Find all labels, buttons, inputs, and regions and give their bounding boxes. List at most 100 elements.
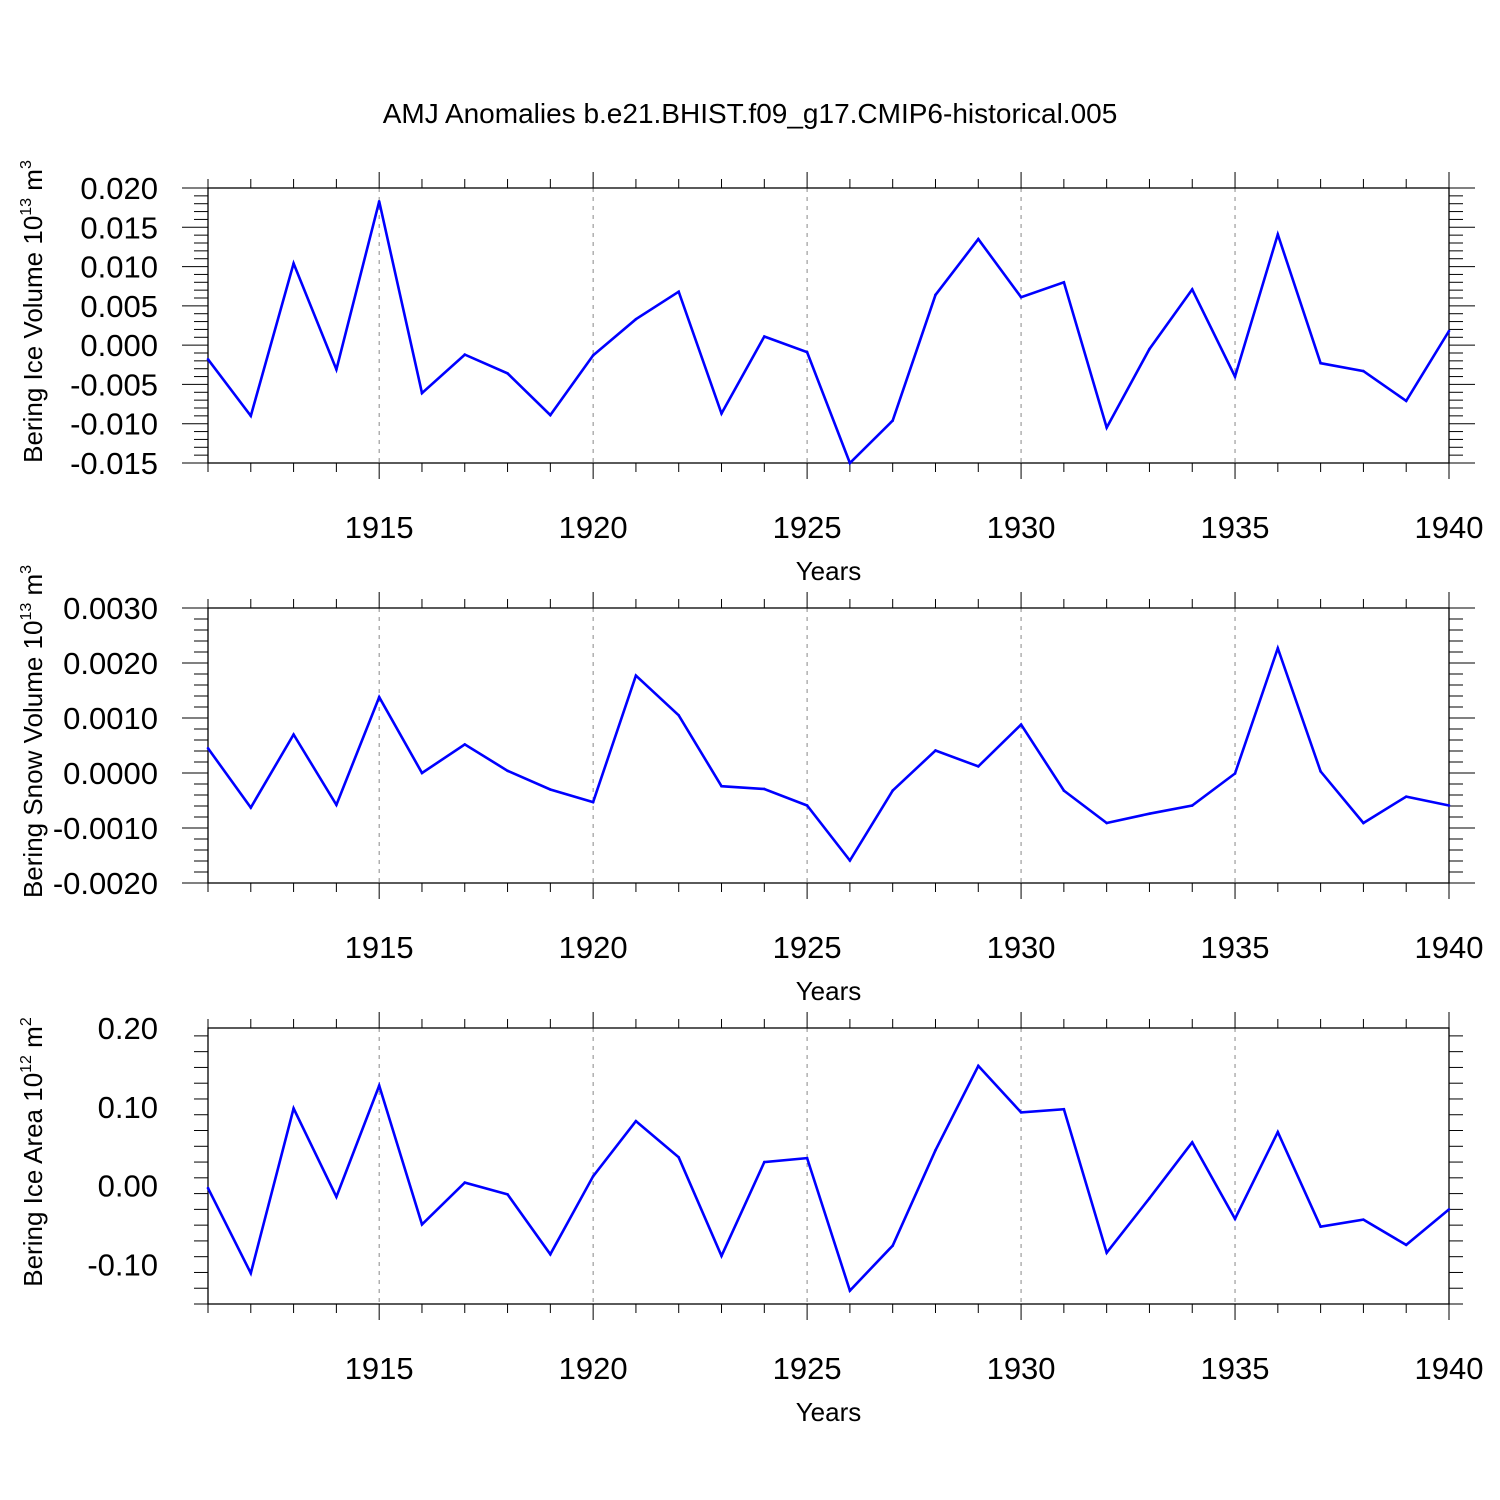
x-tick-label: 1930 bbox=[987, 930, 1056, 965]
data-point bbox=[677, 713, 681, 717]
x-tick-label: 1915 bbox=[345, 510, 414, 545]
data-point bbox=[506, 372, 509, 375]
y-tick-label: 0.020 bbox=[80, 171, 158, 206]
data-point bbox=[891, 789, 894, 792]
data-point bbox=[1404, 399, 1408, 403]
data-point bbox=[1447, 1208, 1451, 1211]
y-tick-label: -0.0020 bbox=[53, 866, 158, 901]
data-point bbox=[463, 1181, 467, 1184]
data-point bbox=[976, 1064, 980, 1068]
data-point bbox=[1362, 1218, 1365, 1221]
data-point bbox=[591, 800, 595, 804]
y-tick-label: 0.000 bbox=[80, 328, 158, 363]
y-tick-label: 0.10 bbox=[98, 1090, 158, 1125]
data-point bbox=[1233, 772, 1237, 775]
y-axis-label-superscript: 12 bbox=[18, 1055, 35, 1073]
data-point bbox=[1019, 1111, 1023, 1114]
y-tick-label: 0.005 bbox=[80, 289, 158, 324]
y-axis-label-superscript: 3 bbox=[18, 160, 35, 169]
y-tick-label: 0.0030 bbox=[63, 591, 158, 626]
data-point bbox=[805, 1156, 809, 1160]
data-point bbox=[249, 1271, 253, 1275]
y-axis-label: Bering Snow Volume 1013 m3 bbox=[18, 565, 48, 898]
chart-panel-2: -0.0020 -0.0010 0.0000 0.0010 0.0020 0.0030 19… bbox=[18, 565, 1483, 1006]
y-tick-label: 0.0020 bbox=[63, 646, 158, 681]
data-point bbox=[1062, 1107, 1066, 1111]
y-tick-label: -0.0010 bbox=[53, 811, 158, 846]
data-point bbox=[1276, 233, 1280, 236]
y-tick-label: 0.010 bbox=[80, 250, 158, 285]
data-point bbox=[848, 461, 852, 465]
y-tick-label: -0.010 bbox=[70, 407, 158, 442]
panels: -0.015 -0.010 -0.005 0.000 0.005 0.010 0.015 0.… bbox=[18, 160, 1483, 1427]
data-point bbox=[549, 788, 552, 791]
y-axis-label-superscript: 3 bbox=[18, 565, 35, 574]
series-line bbox=[206, 201, 1451, 466]
chart-panel-3: -0.10 0.00 0.10 0.20 1915 1920 1925 1930 1935 194… bbox=[18, 1011, 1483, 1427]
data-point bbox=[934, 749, 937, 752]
data-point bbox=[249, 806, 253, 809]
data-point bbox=[934, 1148, 937, 1152]
data-point bbox=[763, 335, 766, 338]
y-axis-label-part: m bbox=[18, 574, 48, 603]
data-point bbox=[891, 1244, 894, 1247]
x-tick-label: 1920 bbox=[559, 510, 628, 545]
x-tick-label: 1915 bbox=[345, 1351, 414, 1386]
data-point bbox=[206, 1186, 210, 1190]
x-axis-label: Years bbox=[796, 976, 862, 1006]
data-point bbox=[420, 391, 424, 395]
y-tick-label: 0.20 bbox=[98, 1011, 158, 1046]
y-axis-label-superscript: 13 bbox=[18, 198, 35, 216]
x-tick-label: 1935 bbox=[1201, 1351, 1270, 1386]
data-point bbox=[763, 787, 766, 791]
y-tick-label: 0.0010 bbox=[63, 701, 158, 736]
data-point bbox=[206, 746, 210, 750]
data-point bbox=[720, 1254, 723, 1258]
data-point bbox=[335, 368, 338, 371]
x-tick-label: 1920 bbox=[559, 930, 628, 965]
x-tick-label: 1915 bbox=[345, 930, 414, 965]
data-point bbox=[677, 290, 681, 294]
data-point bbox=[1276, 1130, 1280, 1134]
data-point bbox=[1019, 723, 1023, 726]
data-point bbox=[420, 1223, 424, 1226]
y-tick-label: 0.00 bbox=[98, 1169, 158, 1204]
data-point bbox=[634, 674, 638, 677]
data-point bbox=[506, 1193, 509, 1196]
y-axis-label-part: Bering Snow Volume 10 bbox=[18, 621, 48, 899]
data-point bbox=[1105, 1251, 1108, 1255]
data-point bbox=[1404, 1243, 1408, 1247]
data-point bbox=[1362, 821, 1365, 825]
data-point bbox=[420, 771, 424, 775]
data-point bbox=[763, 1160, 766, 1164]
plot-frame bbox=[207, 187, 1450, 464]
data-point bbox=[934, 293, 937, 297]
data-point bbox=[292, 1107, 295, 1110]
x-tick-label: 1940 bbox=[1415, 510, 1484, 545]
x-tick-label: 1930 bbox=[987, 510, 1056, 545]
data-point bbox=[976, 765, 980, 768]
data-point bbox=[805, 804, 809, 807]
data-point bbox=[720, 784, 723, 788]
data-point bbox=[1233, 1217, 1237, 1221]
x-tick-label: 1930 bbox=[987, 1351, 1056, 1386]
data-point bbox=[335, 803, 338, 807]
y-axis-label-superscript: 13 bbox=[18, 603, 35, 621]
data-point bbox=[1190, 1141, 1194, 1144]
data-point bbox=[463, 743, 467, 746]
data-point bbox=[549, 1253, 552, 1256]
data-point bbox=[1105, 426, 1108, 429]
data-point bbox=[1319, 1225, 1322, 1229]
data-point bbox=[335, 1195, 338, 1199]
data-point bbox=[377, 200, 381, 203]
data-point bbox=[1447, 804, 1451, 807]
data-point bbox=[549, 413, 552, 417]
data-point bbox=[634, 317, 638, 321]
y-axis-label: Bering Ice Area 1012 m2 bbox=[18, 1017, 48, 1287]
y-axis-label-superscript: 2 bbox=[18, 1017, 35, 1026]
data-point bbox=[591, 1174, 595, 1178]
x-axis-label: Years bbox=[796, 556, 862, 586]
x-tick-label: 1940 bbox=[1415, 1351, 1484, 1386]
data-point bbox=[677, 1156, 681, 1159]
